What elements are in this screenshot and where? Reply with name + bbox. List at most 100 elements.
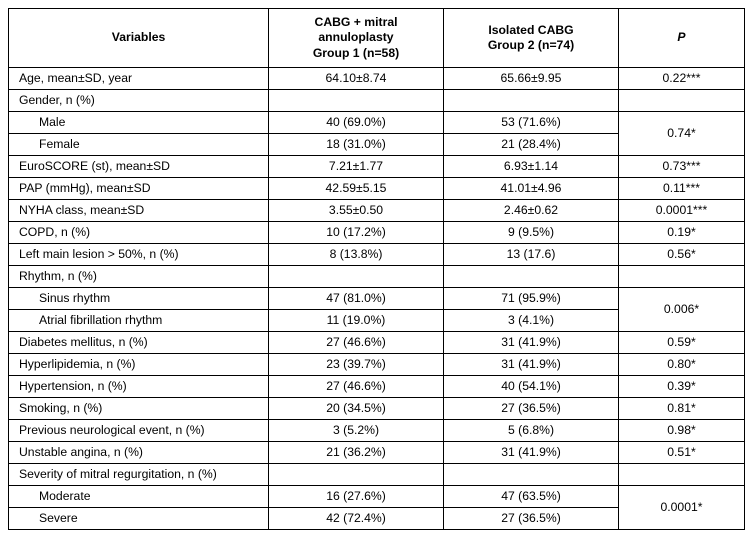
- cell-p: [619, 265, 745, 287]
- cell-g1: 10 (17.2%): [269, 221, 444, 243]
- col-group2-line2: Group 2 (n=74): [488, 38, 574, 52]
- cell-p: 0.74*: [619, 111, 745, 155]
- cell-g1: [269, 265, 444, 287]
- cell-g2: 3 (4.1%): [444, 309, 619, 331]
- cell-p: [619, 463, 745, 485]
- cell-label: Hypertension, n (%): [9, 375, 269, 397]
- cell-g1: 11 (19.0%): [269, 309, 444, 331]
- cell-p: 0.56*: [619, 243, 745, 265]
- cell-g1: [269, 89, 444, 111]
- cell-label: Female: [9, 133, 269, 155]
- cell-p: 0.006*: [619, 287, 745, 331]
- cell-p: 0.81*: [619, 397, 745, 419]
- row-pap: PAP (mmHg), mean±SD 42.59±5.15 41.01±4.9…: [9, 177, 745, 199]
- cell-g2: [444, 265, 619, 287]
- cell-label: Smoking, n (%): [9, 397, 269, 419]
- cell-g1: [269, 463, 444, 485]
- cell-g2: 27 (36.5%): [444, 507, 619, 529]
- col-group1: CABG + mitral annuloplasty Group 1 (n=58…: [269, 9, 444, 68]
- row-dm: Diabetes mellitus, n (%) 27 (46.6%) 31 (…: [9, 331, 745, 353]
- cell-p: 0.59*: [619, 331, 745, 353]
- cell-g2: 27 (36.5%): [444, 397, 619, 419]
- cell-g1: 7.21±1.77: [269, 155, 444, 177]
- row-age: Age, mean±SD, year 64.10±8.74 65.66±9.95…: [9, 67, 745, 89]
- cell-g2: 6.93±1.14: [444, 155, 619, 177]
- cell-p: 0.0001***: [619, 199, 745, 221]
- col-p-label: P: [677, 30, 685, 44]
- cell-label: Moderate: [9, 485, 269, 507]
- cell-g2: 31 (41.9%): [444, 441, 619, 463]
- cell-g1: 23 (39.7%): [269, 353, 444, 375]
- col-group2-line1: Isolated CABG: [488, 23, 573, 37]
- cell-g2: 31 (41.9%): [444, 331, 619, 353]
- row-hyperlipidemia: Hyperlipidemia, n (%) 23 (39.7%) 31 (41.…: [9, 353, 745, 375]
- cell-g2: 2.46±0.62: [444, 199, 619, 221]
- cell-label: PAP (mmHg), mean±SD: [9, 177, 269, 199]
- cell-g1: 16 (27.6%): [269, 485, 444, 507]
- row-gender-header: Gender, n (%): [9, 89, 745, 111]
- row-male: Male 40 (69.0%) 53 (71.6%) 0.74*: [9, 111, 745, 133]
- cell-p: 0.22***: [619, 67, 745, 89]
- cell-g1: 18 (31.0%): [269, 133, 444, 155]
- col-variables: Variables: [9, 9, 269, 68]
- cell-p: 0.51*: [619, 441, 745, 463]
- cell-p: 0.73***: [619, 155, 745, 177]
- row-sinus: Sinus rhythm 47 (81.0%) 71 (95.9%) 0.006…: [9, 287, 745, 309]
- cell-g2: 9 (9.5%): [444, 221, 619, 243]
- cell-g1: 42 (72.4%): [269, 507, 444, 529]
- cell-g2: 53 (71.6%): [444, 111, 619, 133]
- cell-label: Severity of mitral regurgitation, n (%): [9, 463, 269, 485]
- row-copd: COPD, n (%) 10 (17.2%) 9 (9.5%) 0.19*: [9, 221, 745, 243]
- col-group1-line1: CABG + mitral annuloplasty: [315, 15, 398, 44]
- row-neuro: Previous neurological event, n (%) 3 (5.…: [9, 419, 745, 441]
- cell-label: Male: [9, 111, 269, 133]
- cell-label: Previous neurological event, n (%): [9, 419, 269, 441]
- cell-label: Unstable angina, n (%): [9, 441, 269, 463]
- cell-label: Severe: [9, 507, 269, 529]
- row-rhythm-header: Rhythm, n (%): [9, 265, 745, 287]
- cell-label: NYHA class, mean±SD: [9, 199, 269, 221]
- col-group2: Isolated CABG Group 2 (n=74): [444, 9, 619, 68]
- row-left-main: Left main lesion > 50%, n (%) 8 (13.8%) …: [9, 243, 745, 265]
- cell-g1: 42.59±5.15: [269, 177, 444, 199]
- cell-label: COPD, n (%): [9, 221, 269, 243]
- cell-label: Age, mean±SD, year: [9, 67, 269, 89]
- cell-g1: 3.55±0.50: [269, 199, 444, 221]
- row-nyha: NYHA class, mean±SD 3.55±0.50 2.46±0.62 …: [9, 199, 745, 221]
- cell-g2: 5 (6.8%): [444, 419, 619, 441]
- cell-p: 0.19*: [619, 221, 745, 243]
- cell-g1: 27 (46.6%): [269, 375, 444, 397]
- cell-label: Atrial fibrillation rhythm: [9, 309, 269, 331]
- cell-label: Left main lesion > 50%, n (%): [9, 243, 269, 265]
- row-euroscore: EuroSCORE (st), mean±SD 7.21±1.77 6.93±1…: [9, 155, 745, 177]
- demographics-table: Variables CABG + mitral annuloplasty Gro…: [8, 8, 745, 530]
- cell-g2: 31 (41.9%): [444, 353, 619, 375]
- row-hypertension: Hypertension, n (%) 27 (46.6%) 40 (54.1%…: [9, 375, 745, 397]
- cell-g2: 21 (28.4%): [444, 133, 619, 155]
- cell-p: 0.80*: [619, 353, 745, 375]
- cell-p: 0.11***: [619, 177, 745, 199]
- cell-g1: 3 (5.2%): [269, 419, 444, 441]
- col-p: P: [619, 9, 745, 68]
- col-group1-line2: Group 1 (n=58): [313, 46, 399, 60]
- row-mr-moderate: Moderate 16 (27.6%) 47 (63.5%) 0.0001*: [9, 485, 745, 507]
- cell-g2: 13 (17.6): [444, 243, 619, 265]
- cell-p: 0.39*: [619, 375, 745, 397]
- cell-label: Rhythm, n (%): [9, 265, 269, 287]
- cell-g2: 40 (54.1%): [444, 375, 619, 397]
- cell-p: 0.98*: [619, 419, 745, 441]
- cell-g2: [444, 89, 619, 111]
- cell-g1: 21 (36.2%): [269, 441, 444, 463]
- cell-label: Hyperlipidemia, n (%): [9, 353, 269, 375]
- cell-g2: 47 (63.5%): [444, 485, 619, 507]
- cell-g2: [444, 463, 619, 485]
- cell-g2: 41.01±4.96: [444, 177, 619, 199]
- cell-g2: 71 (95.9%): [444, 287, 619, 309]
- cell-g1: 8 (13.8%): [269, 243, 444, 265]
- cell-label: Diabetes mellitus, n (%): [9, 331, 269, 353]
- cell-p: 0.0001*: [619, 485, 745, 529]
- cell-label: EuroSCORE (st), mean±SD: [9, 155, 269, 177]
- row-unstable-angina: Unstable angina, n (%) 21 (36.2%) 31 (41…: [9, 441, 745, 463]
- cell-g2: 65.66±9.95: [444, 67, 619, 89]
- cell-p: [619, 89, 745, 111]
